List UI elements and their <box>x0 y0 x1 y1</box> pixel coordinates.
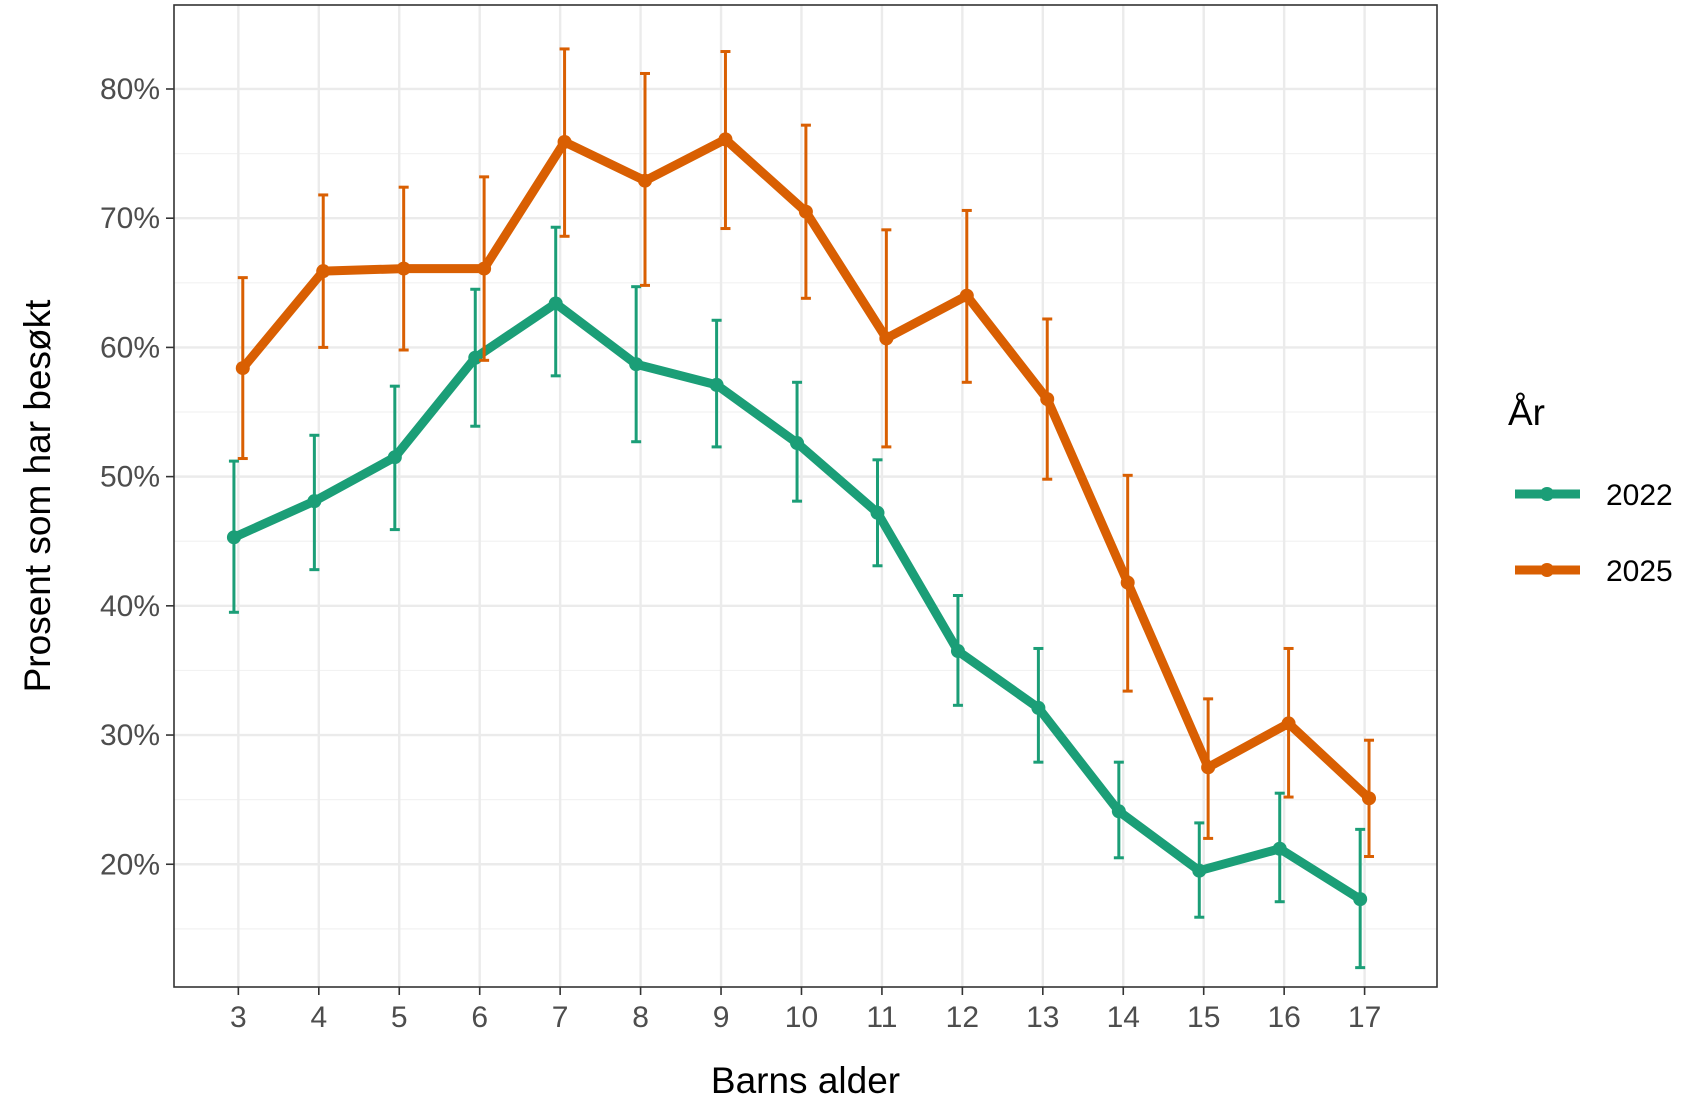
series-2025 <box>235 47 1377 858</box>
y-tick-label: 20% <box>100 848 160 881</box>
y-axis-title: Prosent som har besøkt <box>17 299 58 692</box>
x-tick-label: 4 <box>310 1001 327 1034</box>
data-point-2025 <box>1201 760 1216 775</box>
x-tick-label: 5 <box>391 1001 408 1034</box>
data-point-2025 <box>959 288 974 303</box>
data-point-2022 <box>1031 700 1046 715</box>
series-2022 <box>226 225 1368 970</box>
x-tick-label: 15 <box>1187 1001 1220 1034</box>
data-point-2022 <box>307 494 322 509</box>
data-point-2022 <box>709 377 724 392</box>
x-tick-label: 14 <box>1107 1001 1140 1034</box>
data-point-2022 <box>790 436 805 451</box>
y-tick-label: 60% <box>100 331 160 364</box>
legend-key-point <box>1540 563 1554 577</box>
x-tick-label: 13 <box>1026 1001 1059 1034</box>
data-point-2025 <box>477 261 492 276</box>
data-point-2022 <box>387 450 402 465</box>
data-point-2022 <box>950 644 965 659</box>
plot-panel <box>173 4 1438 988</box>
data-point-2025 <box>316 264 331 279</box>
data-point-2025 <box>1040 392 1055 407</box>
data-point-2025 <box>235 361 250 376</box>
legend-key-point <box>1540 487 1554 501</box>
data-point-2025 <box>879 331 894 346</box>
x-tick-label: 10 <box>785 1001 818 1034</box>
x-tick-label: 7 <box>552 1001 569 1034</box>
data-point-2025 <box>557 134 572 149</box>
legend-item-2022: 2022 <box>1515 479 1673 512</box>
x-tick-label: 17 <box>1348 1001 1381 1034</box>
data-point-2025 <box>1362 791 1377 806</box>
legend-item-2025: 2025 <box>1515 555 1673 588</box>
x-tick-label: 11 <box>866 1001 897 1034</box>
y-tick-label: 40% <box>100 590 160 623</box>
plot-panel-border <box>173 4 1438 988</box>
data-point-2022 <box>548 296 563 311</box>
data-point-2025 <box>798 204 813 219</box>
y-tick-label: 70% <box>100 202 160 235</box>
data-point-2022 <box>629 357 644 372</box>
data-point-2025 <box>638 173 653 188</box>
x-tick-label: 12 <box>946 1001 979 1034</box>
x-tick-label: 8 <box>632 1001 649 1034</box>
data-point-2022 <box>468 350 483 365</box>
y-axis: 20% 30% 40% 50% 60% 70% 80% <box>100 73 174 881</box>
x-tick-label: 6 <box>471 1001 488 1034</box>
x-axis: 3 4 5 6 7 8 9 10 11 12 13 14 15 16 17 <box>230 987 1381 1034</box>
legend-title: År <box>1508 392 1545 433</box>
x-tick-label: 9 <box>713 1001 730 1034</box>
y-tick-label: 30% <box>100 719 160 752</box>
data-point-2025 <box>1281 716 1296 731</box>
legend-label: 2025 <box>1606 555 1673 588</box>
y-tick-label: 50% <box>100 461 160 494</box>
data-point-2025 <box>1120 575 1135 590</box>
data-point-2022 <box>1353 892 1368 907</box>
x-axis-title: Barns alder <box>711 1060 900 1098</box>
data-point-2025 <box>718 132 733 147</box>
y-tick-label: 80% <box>100 73 160 106</box>
data-point-2022 <box>1272 841 1287 856</box>
x-tick-label: 16 <box>1267 1001 1300 1034</box>
legend: År 2022 2025 <box>1508 392 1673 588</box>
data-point-2022 <box>870 505 885 520</box>
legend-label: 2022 <box>1606 479 1673 512</box>
series-layer <box>226 47 1377 970</box>
x-tick-label: 3 <box>230 1001 247 1034</box>
data-point-2022 <box>226 530 241 545</box>
data-point-2022 <box>1111 804 1126 819</box>
data-point-2022 <box>1192 863 1207 878</box>
data-point-2025 <box>396 261 411 276</box>
